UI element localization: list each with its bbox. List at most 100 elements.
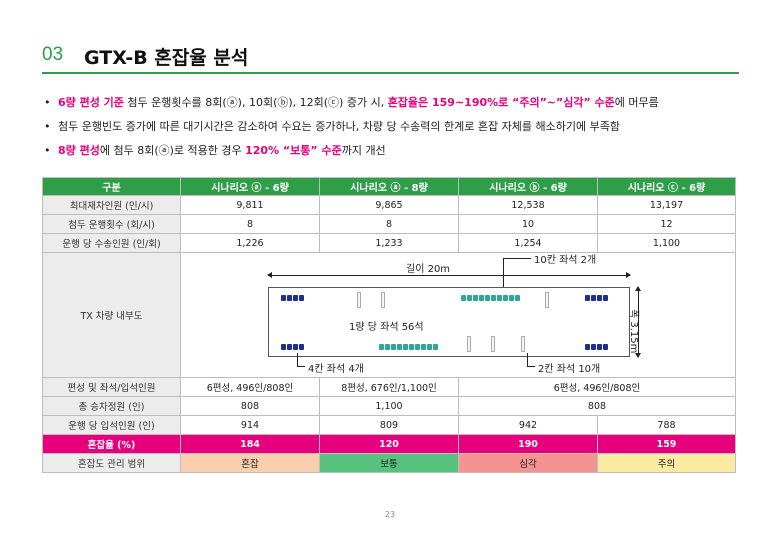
- table-cell: 184: [180, 434, 320, 454]
- bullet-text: 첨두 운행빈도 증가에 따른 대기시간은 감소하여 수요는 증가하나, 차량 당…: [58, 120, 620, 133]
- seat-icon: [473, 295, 478, 301]
- seat-icon: [585, 295, 590, 301]
- seats-4-label: 4칸 좌석 4개: [308, 364, 364, 375]
- seat-icon: [403, 344, 408, 350]
- table-cell: 13,197: [597, 195, 736, 215]
- seat-icon: [479, 295, 484, 301]
- seat-icon: [591, 295, 596, 301]
- table-cell: 1,233: [319, 233, 459, 253]
- bullet-list: • 6량 편성 기준 첨두 운행횟수를 8회(ⓐ), 10회(ⓑ), 12회(ⓒ)…: [44, 96, 744, 168]
- table-row: 편성 및 좌석/입석인원 6편성, 496인/808인 8편성, 676인/1,…: [42, 377, 736, 397]
- table-cell: 190: [458, 434, 598, 454]
- table-row: 총 승차정원 (인) 808 1,100 808: [42, 396, 736, 416]
- table-cell: 9,865: [319, 195, 459, 215]
- table-row: 운행 당 수송인원 (인/회) 1,226 1,233 1,254 1,100: [42, 233, 736, 253]
- bullet-highlight: 8량 편성: [58, 144, 100, 157]
- status-badge: 심각: [458, 453, 598, 473]
- section-number: 03: [42, 44, 64, 65]
- table-cell: 808: [180, 396, 320, 416]
- width-label: 폭 3.15m: [628, 309, 639, 354]
- table-cell: 914: [180, 415, 320, 435]
- leader-line: [503, 258, 531, 294]
- seat-icon: [299, 295, 304, 301]
- bullet-highlight: 6량 편성 기준: [58, 96, 124, 109]
- seat-icon: [281, 344, 286, 350]
- seat-icon: [603, 295, 608, 301]
- table-cell: 8: [180, 214, 320, 234]
- bullet-text: 첨두 운행횟수를 8회(ⓐ), 10회(ⓑ), 12회(ⓒ) 증가 시,: [123, 96, 388, 109]
- pillar-icon: [491, 336, 495, 352]
- seat-icon: [379, 344, 384, 350]
- header-cell: 구분: [42, 177, 181, 196]
- seat-icon: [597, 344, 602, 350]
- seat-icon: [603, 344, 608, 350]
- length-label: 길이 20m: [406, 264, 451, 275]
- seats-10-label: 10칸 좌석 2개: [534, 255, 597, 266]
- seat-icon: [461, 295, 466, 301]
- pillar-icon: [357, 292, 361, 308]
- table-cell: 1,226: [180, 233, 320, 253]
- bullet-highlight: 120% “보통” 수준: [245, 144, 342, 157]
- table-cell: 8편성, 676인/1,100인: [319, 377, 459, 397]
- row-label: 혼잡도 관리 범위: [42, 453, 181, 473]
- table-cell: 10: [458, 214, 598, 234]
- seat-icon: [299, 344, 304, 350]
- header-cell: 시나리오 ⓑ - 6량: [458, 177, 598, 196]
- seat-icon: [515, 295, 520, 301]
- table-cell: 942: [458, 415, 598, 435]
- length-arrow: [267, 272, 631, 278]
- seat-icon: [287, 344, 292, 350]
- header-cell: 시나리오 ⓐ - 6량: [180, 177, 320, 196]
- diagram-row: TX 차량 내부도 길이 20m 10칸 좌석 2개: [42, 252, 736, 378]
- table-cell: 120: [319, 434, 459, 454]
- seat-icon: [391, 344, 396, 350]
- bullet-item: • 6량 편성 기준 첨두 운행횟수를 8회(ⓐ), 10회(ⓑ), 12회(ⓒ)…: [44, 96, 659, 109]
- pillar-icon: [467, 336, 471, 352]
- seat-icon: [385, 344, 390, 350]
- leader-line: [297, 353, 305, 367]
- status-badge: 주의: [597, 453, 736, 473]
- bullet-text: 에 머무름: [614, 96, 659, 109]
- bullet-item: • 8량 편성에 첨두 8회(ⓐ)로 적용한 경우 120% “보통” 수준까지 …: [44, 144, 386, 157]
- table-cell: 1,100: [597, 233, 736, 253]
- train-body: 1량 당 좌석 56석: [268, 287, 630, 357]
- row-label: 혼잡율 (%): [42, 434, 181, 454]
- table-cell: 788: [597, 415, 736, 435]
- table-row: 운행 당 입석인원 (인) 914 809 942 788: [42, 415, 736, 435]
- seat-icon: [497, 295, 502, 301]
- row-label: 편성 및 좌석/입석인원: [42, 377, 181, 397]
- leader-line: [527, 353, 535, 367]
- row-label: 운행 당 수송인원 (인/회): [42, 233, 181, 253]
- bullet-text: 까지 개선: [341, 144, 386, 157]
- seat-icon: [421, 344, 426, 350]
- seat-icon: [467, 295, 472, 301]
- row-label: 최대재차인원 (인/시): [42, 195, 181, 215]
- table-cell: 808: [458, 396, 736, 416]
- status-badge: 혼잡: [180, 453, 320, 473]
- seats-center-label: 1량 당 좌석 56석: [349, 322, 424, 333]
- table-cell: 6편성, 496인/808인: [180, 377, 320, 397]
- table-cell: 8: [319, 214, 459, 234]
- congestion-row: 혼잡율 (%) 184 120 190 159: [42, 434, 736, 454]
- seat-icon: [585, 344, 590, 350]
- seat-icon: [281, 295, 286, 301]
- seat-icon: [409, 344, 414, 350]
- table-cell: 1,254: [458, 233, 598, 253]
- table-cell: 6편성, 496인/808인: [458, 377, 736, 397]
- row-label: 첨두 운행횟수 (회/시): [42, 214, 181, 234]
- seat-icon: [591, 344, 596, 350]
- seat-icon: [433, 344, 438, 350]
- header-cell: 시나리오 ⓐ - 8량: [319, 177, 459, 196]
- row-label: 운행 당 입석인원 (인): [42, 415, 181, 435]
- status-badge: 보통: [319, 453, 459, 473]
- train-diagram-cell: 길이 20m 10칸 좌석 2개: [180, 252, 736, 378]
- table-row: 혼잡도 관리 범위 혼잡 보통 심각 주의: [42, 453, 736, 473]
- table-cell: 809: [319, 415, 459, 435]
- table-cell: 12: [597, 214, 736, 234]
- width-arrow: [635, 286, 641, 358]
- seat-icon: [415, 344, 420, 350]
- seat-icon: [509, 295, 514, 301]
- row-label: 총 승차정원 (인): [42, 396, 181, 416]
- row-label: TX 차량 내부도: [42, 252, 181, 378]
- pillar-icon: [381, 292, 385, 308]
